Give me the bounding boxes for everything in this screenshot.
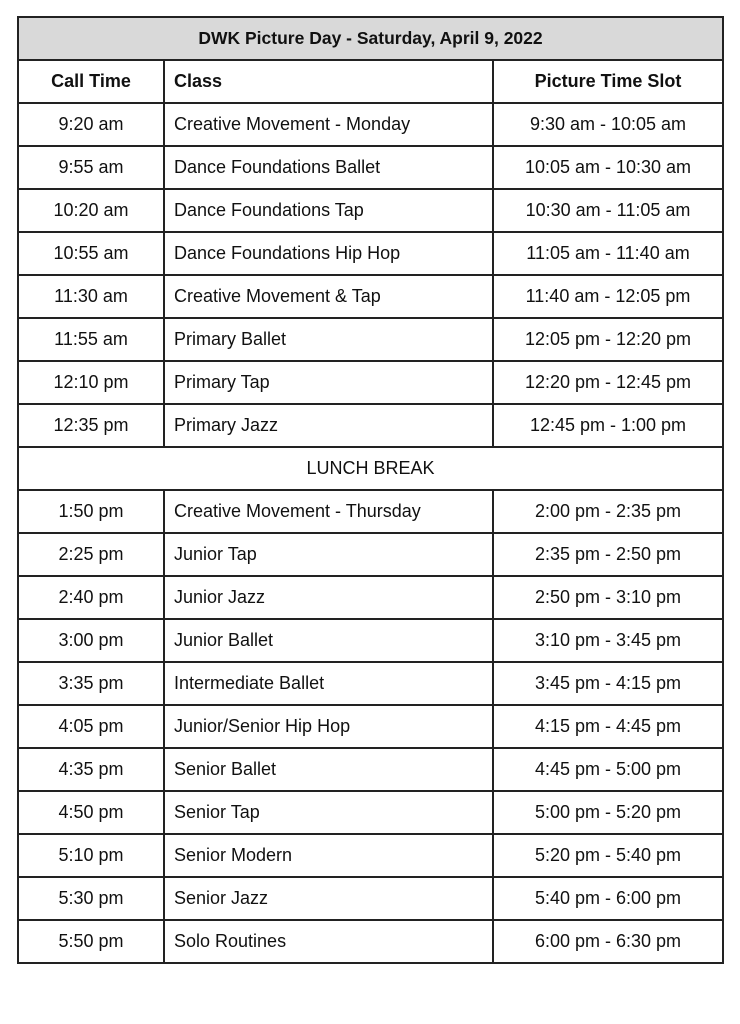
time-slot-cell: 11:40 am - 12:05 pm xyxy=(491,274,725,319)
call-time-cell: 5:50 pm xyxy=(17,919,165,964)
class-cell: Dance Foundations Ballet xyxy=(163,145,494,190)
header-picture-time-slot: Picture Time Slot xyxy=(491,59,725,104)
call-time-cell: 4:05 pm xyxy=(17,704,165,749)
time-slot-cell: 3:10 pm - 3:45 pm xyxy=(491,618,725,663)
call-time-cell: 5:30 pm xyxy=(17,876,165,921)
table-row: 10:55 am Dance Foundations Hip Hop 11:05 a… xyxy=(17,231,725,276)
time-slot-cell: 11:05 am - 11:40 am xyxy=(491,231,725,276)
time-slot-cell: 2:35 pm - 2:50 pm xyxy=(491,532,725,577)
time-slot-cell: 9:30 am - 10:05 am xyxy=(491,102,725,147)
table-row: 2:40 pm Junior Jazz 2:50 pm - 3:10 pm xyxy=(17,575,725,620)
call-time-cell: 4:35 pm xyxy=(17,747,165,792)
time-slot-cell: 12:05 pm - 12:20 pm xyxy=(491,317,725,362)
call-time-cell: 1:50 pm xyxy=(17,489,165,534)
time-slot-cell: 5:40 pm - 6:00 pm xyxy=(491,876,725,921)
table-row: 1:50 pm Creative Movement - Thursday 2:00 … xyxy=(17,489,725,534)
table-row: 5:50 pm Solo Routines 6:00 pm - 6:30 pm xyxy=(17,919,725,964)
call-time-cell: 11:55 am xyxy=(17,317,165,362)
class-cell: Senior Jazz xyxy=(163,876,494,921)
call-time-cell: 11:30 am xyxy=(17,274,165,319)
table-row: 9:55 am Dance Foundations Ballet 10:05 am … xyxy=(17,145,725,190)
header-row: Call Time Class Picture Time Slot xyxy=(17,59,725,104)
class-cell: Junior Tap xyxy=(163,532,494,577)
class-cell: Primary Tap xyxy=(163,360,494,405)
table-row: 5:30 pm Senior Jazz 5:40 pm - 6:00 pm xyxy=(17,876,725,921)
call-time-cell: 9:20 am xyxy=(17,102,165,147)
class-cell: Solo Routines xyxy=(163,919,494,964)
class-cell: Junior Ballet xyxy=(163,618,494,663)
header-call-time: Call Time xyxy=(17,59,165,104)
call-time-cell: 3:35 pm xyxy=(17,661,165,706)
time-slot-cell: 10:05 am - 10:30 am xyxy=(491,145,725,190)
table-row: 2:25 pm Junior Tap 2:35 pm - 2:50 pm xyxy=(17,532,725,577)
call-time-cell: 5:10 pm xyxy=(17,833,165,878)
call-time-cell: 10:55 am xyxy=(17,231,165,276)
table-row: 4:05 pm Junior/Senior Hip Hop 4:15 pm - 4:… xyxy=(17,704,725,749)
class-cell: Dance Foundations Tap xyxy=(163,188,494,233)
call-time-cell: 2:40 pm xyxy=(17,575,165,620)
lunch-break-label: LUNCH BREAK xyxy=(16,446,725,491)
class-cell: Creative Movement - Monday xyxy=(163,102,494,147)
time-slot-cell: 2:00 pm - 2:35 pm xyxy=(491,489,725,534)
table-row: 10:20 am Dance Foundations Tap 10:30 am - … xyxy=(17,188,725,233)
time-slot-cell: 4:15 pm - 4:45 pm xyxy=(491,704,725,749)
call-time-cell: 12:35 pm xyxy=(17,403,165,448)
time-slot-cell: 10:30 am - 11:05 am xyxy=(491,188,725,233)
table-title: DWK Picture Day - Saturday, April 9, 202… xyxy=(16,16,725,61)
class-cell: Senior Tap xyxy=(163,790,494,835)
call-time-cell: 3:00 pm xyxy=(17,618,165,663)
table-row: 5:10 pm Senior Modern 5:20 pm - 5:40 pm xyxy=(17,833,725,878)
class-cell: Creative Movement & Tap xyxy=(163,274,494,319)
table-row: 12:10 pm Primary Tap 12:20 pm - 12:45 pm xyxy=(17,360,725,405)
call-time-cell: 2:25 pm xyxy=(17,532,165,577)
class-cell: Junior/Senior Hip Hop xyxy=(163,704,494,749)
class-cell: Intermediate Ballet xyxy=(163,661,494,706)
call-time-cell: 10:20 am xyxy=(17,188,165,233)
class-cell: Primary Ballet xyxy=(163,317,494,362)
class-cell: Junior Jazz xyxy=(163,575,494,620)
table-row: 3:35 pm Intermediate Ballet 3:45 pm - 4:15… xyxy=(17,661,725,706)
class-cell: Primary Jazz xyxy=(163,403,494,448)
header-class: Class xyxy=(163,59,494,104)
table-row: 4:50 pm Senior Tap 5:00 pm - 5:20 pm xyxy=(17,790,725,835)
time-slot-cell: 3:45 pm - 4:15 pm xyxy=(491,661,725,706)
table-row: 11:55 am Primary Ballet 12:05 pm - 12:20 p… xyxy=(17,317,725,362)
table-row: 4:35 pm Senior Ballet 4:45 pm - 5:00 pm xyxy=(17,747,725,792)
time-slot-cell: 4:45 pm - 5:00 pm xyxy=(491,747,725,792)
title-row: DWK Picture Day - Saturday, April 9, 202… xyxy=(16,16,725,61)
lunch-break-row: LUNCH BREAK xyxy=(16,446,725,491)
time-slot-cell: 2:50 pm - 3:10 pm xyxy=(491,575,725,620)
class-cell: Creative Movement - Thursday xyxy=(163,489,494,534)
class-cell: Dance Foundations Hip Hop xyxy=(163,231,494,276)
class-cell: Senior Modern xyxy=(163,833,494,878)
call-time-cell: 9:55 am xyxy=(17,145,165,190)
class-cell: Senior Ballet xyxy=(163,747,494,792)
time-slot-cell: 12:45 pm - 1:00 pm xyxy=(491,403,725,448)
table-row: 9:20 am Creative Movement - Monday 9:30 am… xyxy=(17,102,725,147)
time-slot-cell: 6:00 pm - 6:30 pm xyxy=(491,919,725,964)
time-slot-cell: 12:20 pm - 12:45 pm xyxy=(491,360,725,405)
time-slot-cell: 5:20 pm - 5:40 pm xyxy=(491,833,725,878)
call-time-cell: 4:50 pm xyxy=(17,790,165,835)
call-time-cell: 12:10 pm xyxy=(17,360,165,405)
schedule-table: DWK Picture Day - Saturday, April 9, 202… xyxy=(16,16,725,964)
table-row: 11:30 am Creative Movement & Tap 11:40 am … xyxy=(17,274,725,319)
time-slot-cell: 5:00 pm - 5:20 pm xyxy=(491,790,725,835)
table-row: 12:35 pm Primary Jazz 12:45 pm - 1:00 pm xyxy=(17,403,725,448)
table-row: 3:00 pm Junior Ballet 3:10 pm - 3:45 pm xyxy=(17,618,725,663)
